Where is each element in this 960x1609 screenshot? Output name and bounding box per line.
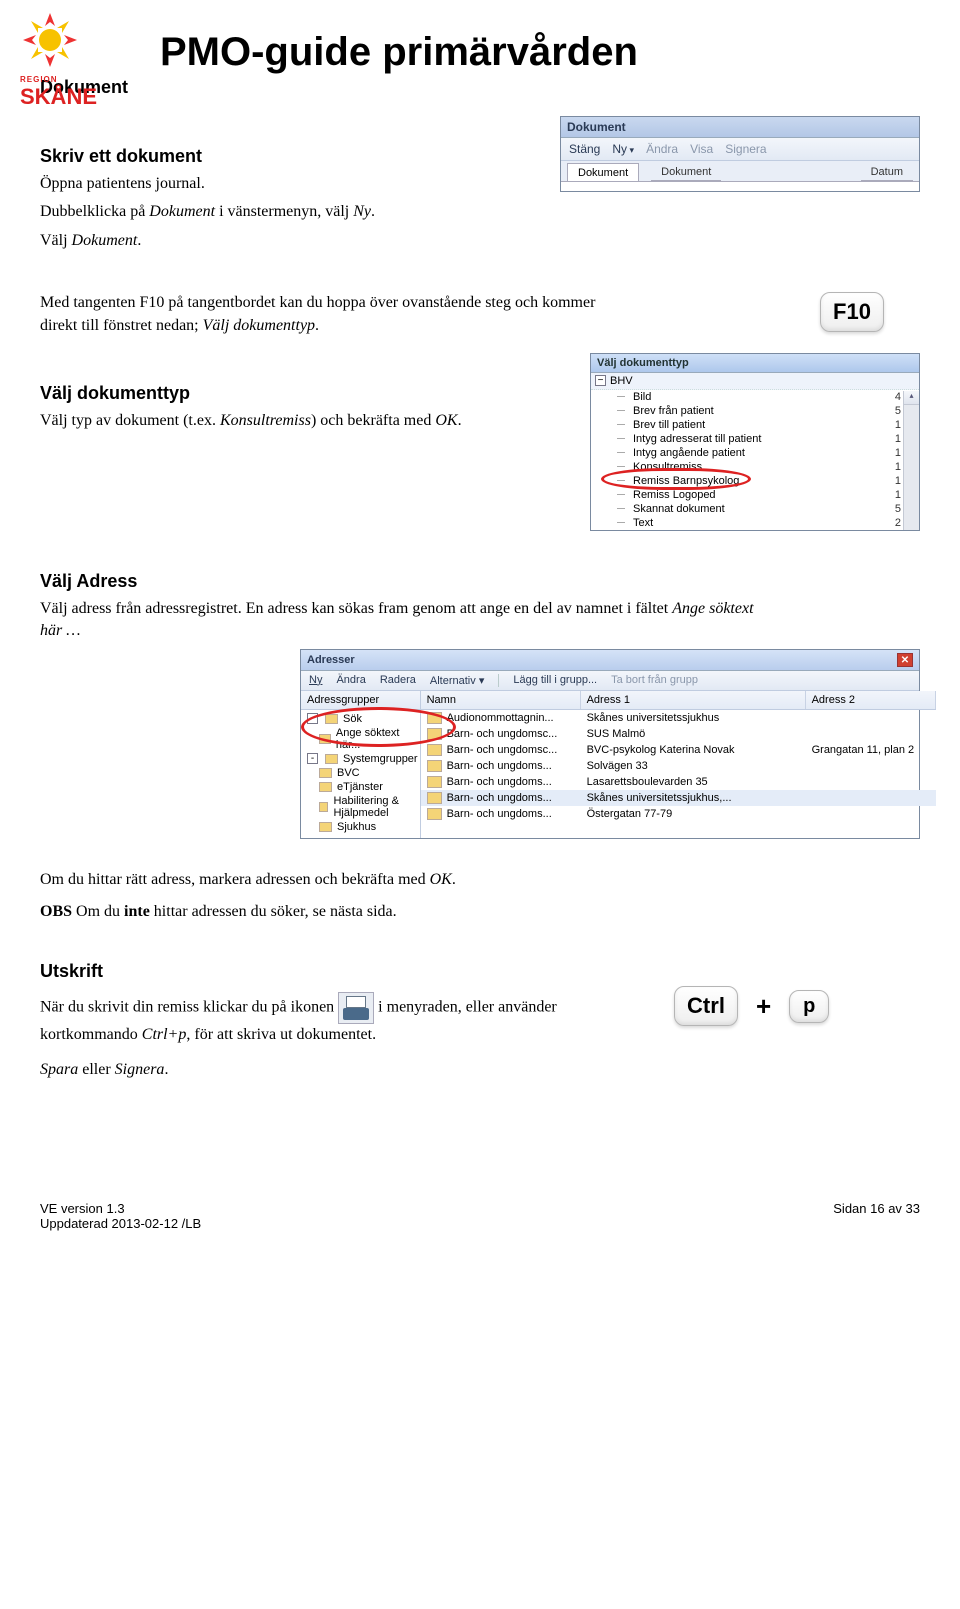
s4-obs: OBS Om du inte hittar adressen du söker,… (40, 903, 920, 921)
addr-row[interactable]: Barn- och ungdoms...Skånes universitetss… (421, 790, 936, 806)
toolbar-row: Stäng Ny Ändra Visa Signera (561, 138, 919, 161)
addr-columns: Namn Adress 1 Adress 2 (421, 691, 936, 710)
tab-dokument-1[interactable]: Dokument (567, 163, 639, 181)
btn-visa[interactable]: Visa (690, 142, 713, 156)
doc-caption: Dokument (40, 77, 920, 98)
key-f10: F10 (820, 292, 884, 332)
skane-text: SKÅNE (20, 84, 110, 110)
addr-row[interactable]: Barn- och ungdoms...Lasarettsboulevarden… (421, 774, 936, 790)
folder-icon (319, 734, 331, 744)
tree-row[interactable]: Brev till patient1 (591, 418, 919, 432)
col-adress1[interactable]: Adress 1 (581, 691, 806, 709)
s1-p3: Välj Dokument. (40, 230, 540, 252)
logo-block: REGION SKÅNE (20, 10, 110, 110)
addr-tree-row[interactable]: eTjänster (305, 780, 418, 794)
col-datum: Datum (861, 163, 913, 181)
s2-p1: Med tangenten F10 på tangentbordet kan d… (40, 292, 600, 337)
col-adress2[interactable]: Adress 2 (806, 691, 936, 709)
addr-tree-row[interactable]: Sjukhus (305, 820, 418, 834)
tree-row[interactable]: Remiss Barnpsykolog1 (591, 474, 919, 488)
print-icon (338, 992, 374, 1024)
folder-icon (319, 782, 332, 792)
s2-p2: Välj typ av dokument (t.ex. Konsultremis… (40, 410, 570, 432)
folder-icon (325, 714, 338, 724)
menu-ny[interactable]: Ny (309, 674, 322, 687)
key-combo: Ctrl + p (674, 986, 829, 1026)
s4-p1: Om du hittar rätt adress, markera adress… (40, 869, 600, 891)
folder-icon (319, 822, 332, 832)
addr-tree-row[interactable]: -Systemgrupper (305, 752, 418, 766)
btn-ny[interactable]: Ny (612, 142, 634, 156)
close-icon[interactable]: ✕ (897, 653, 913, 667)
addr-tree-row[interactable]: -Sök (305, 712, 418, 726)
section-adress: Välj Adress (40, 571, 920, 592)
key-ctrl: Ctrl (674, 986, 738, 1026)
scroll-up-icon[interactable]: ▴ (904, 391, 919, 405)
s5-p2: Spara eller Signera. (40, 1059, 600, 1081)
tree-row[interactable]: Bild4 (591, 390, 919, 404)
page-footer: VE version 1.3 Uppdaterad 2013-02-12 /LB… (40, 1201, 920, 1231)
footer-version: VE version 1.3 (40, 1201, 201, 1216)
addr-row[interactable]: Barn- och ungdoms...Östergatan 77-79 (421, 806, 936, 822)
addr-tree-row[interactable]: BVC (305, 766, 418, 780)
col-namn[interactable]: Namn (421, 691, 581, 709)
dokumenttyp-tree: Välj dokumenttyp − BHV Bild4Brev från pa… (590, 353, 920, 531)
section-utskrift: Utskrift (40, 961, 920, 982)
expand-icon[interactable]: − (595, 375, 606, 386)
footer-updated: Uppdaterad 2013-02-12 /LB (40, 1216, 201, 1231)
s1-p1: Öppna patientens journal. (40, 173, 540, 195)
menu-ta-bort[interactable]: Ta bort från grupp (611, 674, 698, 687)
addr-row[interactable]: Barn- och ungdoms...Solvägen 33 (421, 758, 936, 774)
btn-andra[interactable]: Ändra (646, 142, 678, 156)
tree-row[interactable]: Text2 (591, 516, 919, 530)
key-p: p (789, 990, 829, 1023)
addr-left-header: Adressgrupper (301, 691, 420, 710)
tree-row[interactable]: Brev från patient5 (591, 404, 919, 418)
section-skriv: Skriv ett dokument (40, 146, 540, 167)
menu-alternativ[interactable]: Alternativ ▾ (430, 674, 484, 687)
sun-icon (20, 10, 80, 70)
addr-tree-row[interactable]: Habilitering & Hjälpmedel (305, 794, 418, 820)
tree-row[interactable]: Konsultremiss1 (591, 460, 919, 474)
expand-icon[interactable]: - (307, 753, 318, 764)
toolbar-title: Dokument (561, 117, 919, 138)
region-text: REGION (20, 75, 110, 84)
toolbar-tabs: Dokument Dokument Datum (561, 161, 919, 181)
btn-signera[interactable]: Signera (725, 142, 766, 156)
adresser-window: Adresser ✕ Ny Ändra Radera Alternativ ▾ … (300, 649, 920, 839)
dokument-toolbar: Dokument Stäng Ny Ändra Visa Signera Dok… (560, 116, 920, 192)
expand-icon[interactable]: - (307, 713, 318, 724)
page-title: PMO-guide primärvården (160, 30, 920, 75)
addr-row[interactable]: Audionommottagnin...Skånes universitetss… (421, 710, 936, 726)
folder-icon (325, 754, 338, 764)
addr-row[interactable]: Barn- och ungdomsc...BVC-psykolog Kateri… (421, 742, 936, 758)
section-dokumenttyp: Välj dokumenttyp (40, 383, 570, 404)
folder-icon (319, 768, 332, 778)
tab-dokument-2[interactable]: Dokument (651, 163, 721, 181)
scrollbar[interactable]: ▴ (903, 391, 919, 530)
plus-icon: + (756, 991, 771, 1022)
btn-stang[interactable]: Stäng (569, 142, 600, 156)
tree-row[interactable]: Remiss Logoped1 (591, 488, 919, 502)
addr-title-text: Adresser (307, 654, 355, 666)
tree-root[interactable]: − BHV (591, 373, 919, 390)
menu-andra[interactable]: Ändra (336, 674, 365, 687)
addr-row[interactable]: Barn- och ungdomsc...SUS Malmö (421, 726, 936, 742)
folder-icon (319, 802, 328, 812)
addr-menu: Ny Ändra Radera Alternativ ▾ Lägg till i… (301, 671, 919, 691)
addr-tree-row[interactable]: Ange söktext här... (305, 726, 418, 752)
tree-row[interactable]: Intyg angående patient1 (591, 446, 919, 460)
s5-p1: När du skrivit din remiss klickar du på … (40, 992, 640, 1046)
s1-p2: Dubbelklicka på Dokument i vänstermenyn,… (40, 201, 540, 223)
tree-row[interactable]: Skannat dokument5 (591, 502, 919, 516)
menu-lagg-till[interactable]: Lägg till i grupp... (513, 674, 597, 687)
tree-row[interactable]: Intyg adresserat till patient1 (591, 432, 919, 446)
menu-radera[interactable]: Radera (380, 674, 416, 687)
s3-p1: Välj adress från adressregistret. En adr… (40, 598, 760, 643)
footer-page: Sidan 16 av 33 (833, 1201, 920, 1231)
tree-title: Välj dokumenttyp (591, 354, 919, 373)
